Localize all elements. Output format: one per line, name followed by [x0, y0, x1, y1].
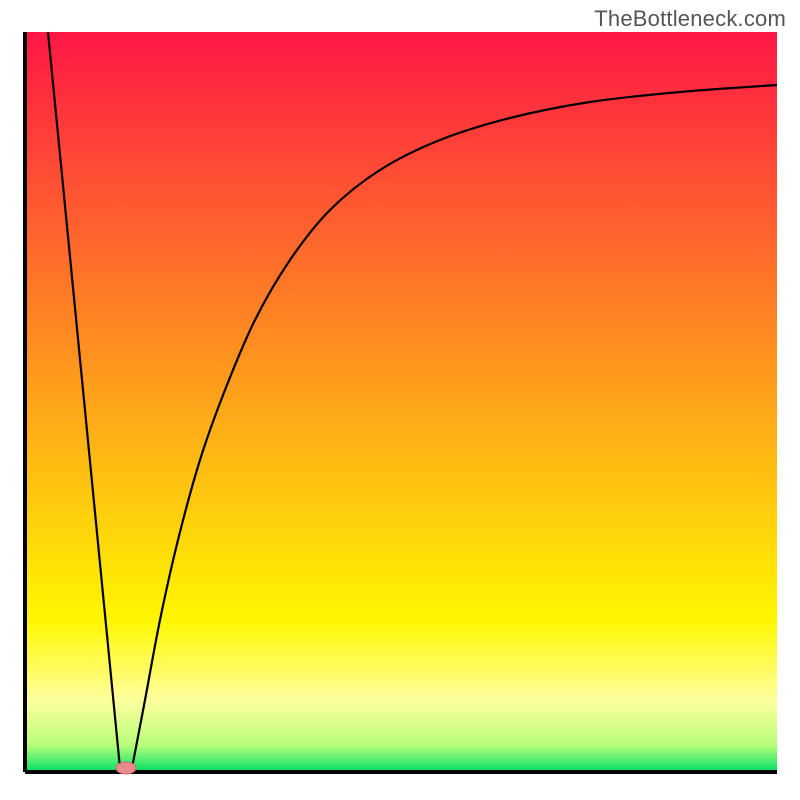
optimal-point-marker	[116, 762, 136, 774]
bottleneck-plot	[0, 0, 800, 800]
bg-band-green	[25, 745, 777, 772]
chart-container: { "watermark": { "text": "TheBottleneck.…	[0, 0, 800, 800]
bg-band-red-yellow	[25, 32, 777, 620]
bg-band-yellow-pale	[25, 620, 777, 700]
watermark-text: TheBottleneck.com	[594, 6, 786, 32]
